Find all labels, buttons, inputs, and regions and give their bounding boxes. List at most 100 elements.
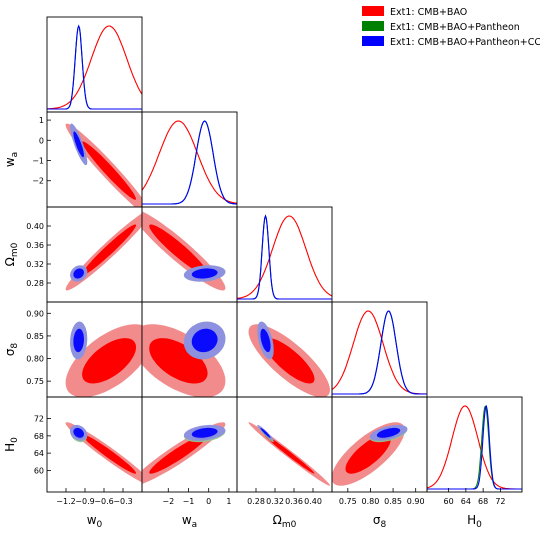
panel-w0-om — [65, 213, 142, 291]
y-axis-label-wa: wa — [3, 152, 20, 167]
contour-sigma1-series-0 — [149, 224, 208, 275]
panel-wa-h0 — [142, 422, 226, 484]
y-tick-label: −2 — [32, 177, 44, 186]
x-axis-label-wa: wa — [182, 513, 197, 530]
x-tick-label: 68 — [478, 497, 488, 506]
y-tick-label: 0.80 — [26, 355, 44, 364]
x-tick-label: 0.90 — [407, 497, 425, 506]
contour-sigma1-series-0 — [345, 434, 391, 474]
marginal-om — [236, 214, 333, 300]
panel-frame — [236, 206, 333, 303]
legend-swatch — [362, 36, 384, 46]
y-tick-label: 0 — [39, 136, 44, 145]
x-tick-label: 0.75 — [339, 497, 357, 506]
panel-frame — [426, 396, 523, 493]
legend-label: Ext1: CMB+BAO+Pantheon — [390, 22, 520, 33]
contour-sigma1-series-2 — [73, 427, 84, 438]
x-tick-label: 0.36 — [285, 497, 303, 506]
y-tick-label: 0.32 — [26, 260, 44, 269]
legend-swatch — [362, 6, 384, 16]
contour-sigma1-series-2 — [376, 427, 401, 438]
marginal-h0 — [426, 404, 522, 490]
legend-swatch — [362, 21, 384, 31]
x-tick-label: −0.9 — [75, 497, 94, 506]
contour-sigma1-series-2 — [73, 131, 84, 158]
contour-sigma1-series-2 — [260, 427, 271, 438]
panel-om-h0 — [248, 422, 330, 486]
x-tick-label: 0.85 — [384, 497, 402, 506]
contour-sigma1-series-0 — [264, 434, 315, 474]
contour-sigma1-series-2 — [73, 328, 84, 353]
panel-w0-h0 — [65, 422, 142, 483]
contour-sigma1-series-0 — [82, 224, 136, 275]
panel-frame — [46, 16, 143, 113]
y-axis-label-h0: H0 — [3, 437, 20, 452]
x-tick-label: 0.28 — [247, 497, 265, 506]
legend: Ext1: CMB+BAO Ext1: CMB+BAO+Pantheon Ext1:… — [362, 6, 540, 48]
y-tick-label: 0.85 — [26, 332, 44, 341]
x-tick-label: −2 — [162, 497, 174, 506]
x-tick-label: 0.32 — [266, 497, 284, 506]
y-tick-label: 0.36 — [26, 241, 44, 250]
y-tick-label: 60 — [34, 466, 44, 475]
contour-sigma1-series-2 — [73, 268, 84, 279]
x-tick-label: 72 — [495, 497, 505, 506]
marginal-curve-series-0 — [426, 405, 522, 490]
x-axis-label-om: Ωm0 — [273, 513, 297, 530]
legend-label: Ext1: CMB+BAO+Pantheon+CC — [390, 37, 540, 48]
marginal-curve-series-0 — [141, 120, 238, 204]
panel-om-s8 — [248, 321, 330, 397]
panel-w0-wa — [65, 123, 142, 207]
y-tick-label: 0.28 — [26, 279, 44, 288]
panel-frame — [141, 111, 238, 208]
panel-w0-s8 — [65, 321, 142, 397]
y-tick-label: 64 — [34, 449, 44, 458]
x-tick-label: 0.80 — [362, 497, 380, 506]
marginal-curve-series-2 — [427, 404, 522, 490]
marginal-curve-series-0 — [47, 25, 143, 110]
y-tick-label: 1 — [39, 116, 44, 125]
x-tick-label: 64 — [461, 497, 471, 506]
y-tick-label: 68 — [34, 432, 44, 441]
y-tick-label: 0.40 — [26, 222, 44, 231]
x-axis-label-h0: H0 — [467, 513, 482, 530]
contour-sigma1-series-0 — [264, 338, 315, 384]
panel-wa-om — [142, 211, 226, 291]
x-tick-label: 60 — [443, 497, 453, 506]
marginal-curve-series-2 — [332, 310, 427, 395]
marginal-s8 — [331, 310, 427, 395]
x-tick-label: −0.6 — [94, 497, 113, 506]
x-tick-label: 1 — [226, 497, 231, 506]
marginal-curve-series-2 — [142, 120, 237, 205]
contour-sigma1-series-0 — [149, 434, 208, 474]
x-axis-label-s8: σ8 — [373, 513, 387, 530]
marginal-curve-series-0 — [236, 215, 333, 299]
marginal-curve-series-1 — [237, 214, 332, 300]
y-tick-label: 0.90 — [26, 309, 44, 318]
contour-sigma1-series-2 — [191, 268, 218, 279]
contour-sigma1-series-0 — [82, 338, 136, 384]
x-tick-label: −0.3 — [113, 497, 132, 506]
panel-frame — [331, 301, 428, 398]
contour-sigma1-series-0 — [149, 338, 208, 384]
y-axis-label-s8: σ8 — [3, 343, 20, 357]
panel-wa-s8 — [142, 321, 226, 397]
marginal-curve-series-1 — [427, 405, 522, 490]
marginal-w0 — [47, 24, 143, 110]
marginal-wa — [141, 120, 238, 205]
contour-sigma1-series-2 — [191, 328, 218, 353]
x-tick-label: −1 — [183, 497, 195, 506]
contour-sigma1-series-2 — [191, 427, 218, 438]
marginal-curve-series-1 — [47, 24, 142, 110]
x-tick-label: −1.2 — [56, 497, 75, 506]
y-tick-label: 0.75 — [26, 377, 44, 386]
y-axis-label-om: Ωm0 — [3, 242, 20, 266]
contour-sigma1-series-0 — [82, 434, 136, 474]
contour-sigma1-series-2 — [260, 328, 271, 353]
y-tick-label: −1 — [32, 157, 44, 166]
y-tick-label: 72 — [34, 415, 44, 424]
contour-sigma1-series-0 — [82, 141, 136, 200]
x-tick-label: 0 — [206, 497, 211, 506]
x-axis-label-w0: w0 — [87, 513, 103, 530]
